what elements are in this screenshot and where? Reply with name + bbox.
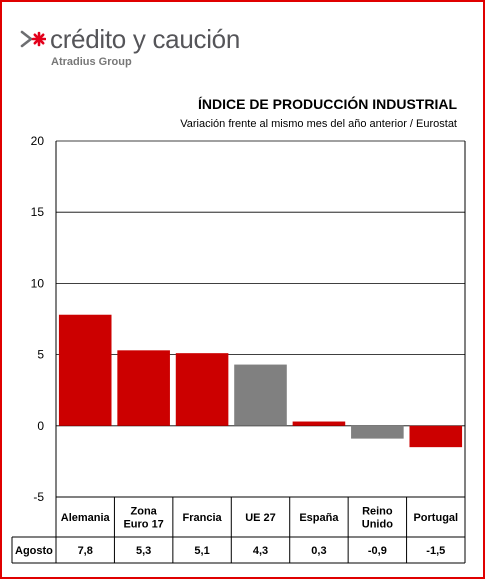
brand-mark-icon	[20, 30, 46, 48]
y-tick-label: -5	[33, 490, 44, 504]
value-label: -0,9	[368, 545, 387, 557]
category-label: Alemania	[61, 512, 111, 524]
value-label: 5,1	[194, 545, 209, 557]
value-label: 7,8	[78, 545, 93, 557]
category-label-line: Reino	[362, 506, 393, 518]
brand-name: crédito y caución	[50, 24, 241, 54]
category-label-line: Euro 17	[123, 519, 163, 531]
bar-4	[292, 421, 346, 426]
category-label-line: Portugal	[413, 512, 458, 524]
category-label-line: España	[299, 512, 339, 524]
bar-0	[58, 314, 112, 426]
y-tick-label: 10	[31, 276, 45, 290]
chart-subtitle: Variación frente al mismo mes del año an…	[180, 118, 457, 130]
y-tick-label: 5	[37, 348, 44, 362]
bar-3	[234, 364, 287, 426]
category-label: Reino Unido	[362, 506, 393, 531]
category-label: Portugal	[413, 512, 458, 524]
value-label: 0,3	[311, 545, 326, 557]
category-label-line: Zona	[131, 506, 158, 518]
category-label: Zona Euro 17	[123, 506, 163, 531]
bar-5	[351, 425, 404, 439]
chart-title: ÍNDICE DE PRODUCCIÓN INDUSTRIAL	[197, 96, 457, 112]
category-label-line: UE 27	[245, 512, 276, 524]
category-label-line: Alemania	[61, 512, 111, 524]
category-label-line: Francia	[183, 512, 223, 524]
bar-2	[175, 353, 229, 426]
value-label: 4,3	[253, 545, 268, 557]
bar-6	[409, 425, 463, 448]
y-tick-label: 0	[37, 419, 44, 433]
category-label: España	[299, 512, 339, 524]
category-label-line: Unido	[362, 519, 393, 531]
brand-group: Atradius Group	[51, 56, 132, 68]
category-label: UE 27	[245, 512, 276, 524]
series-name: Agosto	[15, 545, 53, 557]
y-tick-label: 20	[31, 134, 45, 148]
value-label: -1,5	[426, 545, 445, 557]
plot-area	[56, 141, 465, 497]
category-label: Francia	[183, 512, 223, 524]
bar-1	[117, 350, 170, 426]
value-label: 5,3	[136, 545, 151, 557]
y-tick-label: 15	[31, 205, 45, 219]
